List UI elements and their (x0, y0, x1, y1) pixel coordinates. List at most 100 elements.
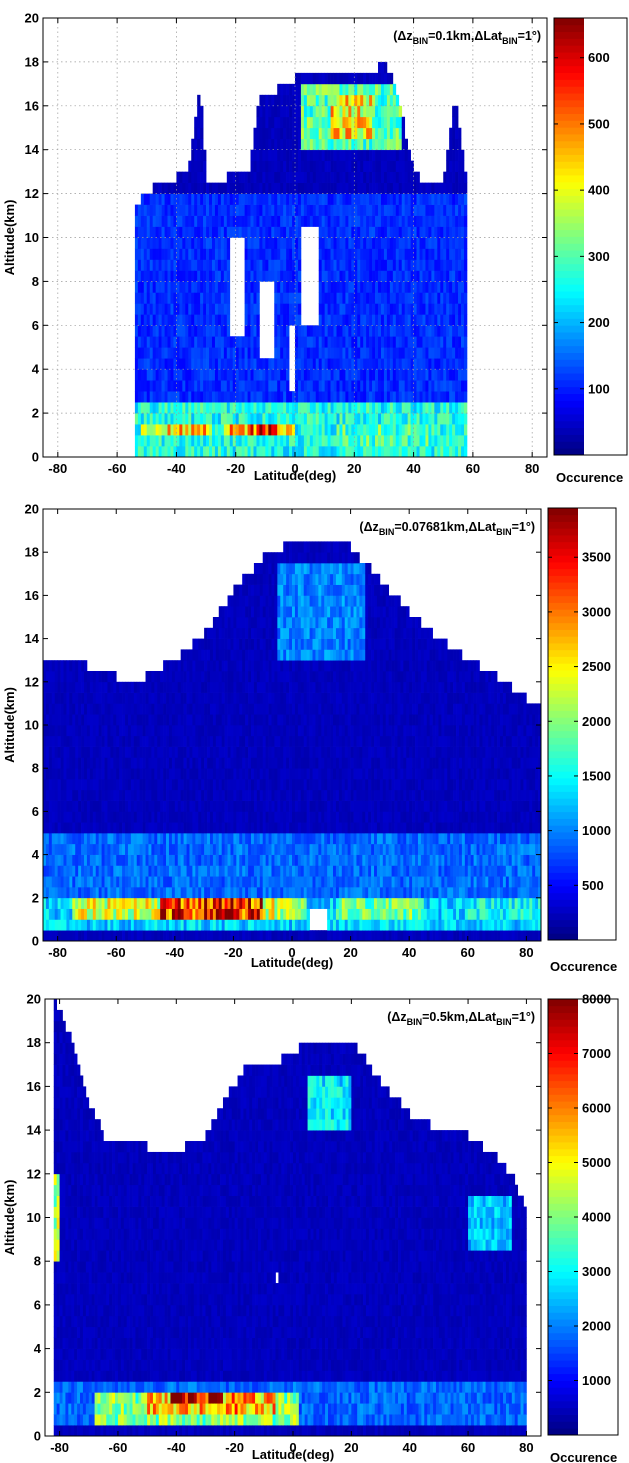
x-tick-label: 60 (466, 461, 480, 476)
chart-panel-1: -80 -60 -40 -20 0 20 40 60 80 0 2 4 6 8 10 12 14 16 18 20 La… (2, 11, 628, 485)
x-tick-label: 0 (291, 461, 298, 476)
x-tick-label: -40 (165, 945, 184, 960)
y-tick-label: 20 (25, 11, 39, 26)
y-tick-label: 16 (25, 98, 39, 113)
heatmap-cells (43, 541, 542, 942)
y-tick-label: 14 (25, 631, 40, 646)
x-tick-label: 20 (344, 1440, 358, 1455)
y-tick-label: 8 (32, 761, 39, 776)
x-tick-label: 20 (343, 945, 357, 960)
colorbar-tick-label: 6000 (582, 1101, 611, 1116)
colorbar-tick-label: 500 (582, 878, 604, 893)
x-tick-label: 80 (519, 945, 533, 960)
colorbar: 1000 2000 3000 4000 5000 6000 7000 8000 (547, 992, 619, 1436)
bin-annotation: (ΔzBIN=0.5km,ΔLatBIN=1°) (387, 1010, 535, 1027)
y-tick-label: 20 (25, 502, 39, 517)
bin-annotation: (ΔzBIN=0.1km,ΔLatBIN=1°) (393, 29, 541, 46)
y-tick-label: 10 (25, 718, 39, 733)
x-tick-label: 40 (406, 461, 420, 476)
x-tick-label: -60 (108, 461, 127, 476)
y-tick-label: 4 (34, 1341, 42, 1356)
y-tick-label: 12 (27, 1166, 41, 1181)
heatmap-cells (134, 61, 468, 458)
x-tick-label: 80 (525, 461, 539, 476)
x-axis-label: Latitude(deg) (251, 955, 333, 970)
colorbar-tick-label: 500 (588, 116, 610, 131)
y-tick-label: 4 (32, 847, 40, 862)
x-tick-label: -60 (107, 945, 126, 960)
colorbar-tick-label: 4000 (582, 1210, 611, 1225)
x-tick-label: 60 (461, 945, 475, 960)
y-axis-label: Altitude(km) (2, 200, 17, 276)
y-axis-label: Altitude(km) (2, 1180, 17, 1256)
colorbar-tick-label: 5000 (582, 1155, 611, 1170)
y-tick-label: 2 (32, 890, 39, 905)
y-tick-label: 10 (25, 230, 39, 245)
colorbar-tick-label: 1000 (582, 823, 611, 838)
y-tick-label: 6 (32, 318, 39, 333)
colorbar-tick-label: 400 (588, 183, 610, 198)
x-tick-label: -60 (109, 1440, 128, 1455)
chart-panel-2: -80 -60 -40 -20 0 20 40 60 80 0 2 4 6 8 10 12 14 16 18 20 La… (2, 502, 617, 975)
colorbar-label: Occurence (550, 959, 617, 974)
x-tick-label: -20 (226, 461, 245, 476)
x-tick-label: 80 (519, 1440, 533, 1455)
x-tick-label: -80 (50, 1440, 69, 1455)
y-tick-label: 16 (25, 588, 39, 603)
colorbar: 500 1000 1500 2000 2500 3000 3500 (547, 507, 617, 941)
colorbar-tick-label: 2500 (582, 659, 611, 674)
y-tick-label: 18 (27, 1035, 41, 1050)
y-axis-label: Altitude(km) (2, 687, 17, 763)
colorbar: 100 200 300 400 500 600 (553, 17, 628, 456)
x-tick-label: -20 (224, 945, 243, 960)
colorbar-tick-label: 200 (588, 315, 610, 330)
y-tick-label: 0 (32, 934, 39, 949)
colorbar-tick-label: 8000 (582, 992, 611, 1007)
colorbar-tick-label: 1500 (582, 768, 611, 783)
x-axis-label: Latitude(deg) (252, 1447, 334, 1462)
colorbar-tick-label: 300 (588, 249, 610, 264)
y-tick-label: 2 (32, 406, 39, 421)
y-tick-label: 4 (32, 362, 40, 377)
y-tick-label: 18 (25, 545, 39, 560)
heatmap-cells (53, 999, 527, 1437)
y-tick-label: 8 (34, 1254, 41, 1269)
y-tick-label: 14 (27, 1123, 42, 1138)
y-tick-label: 8 (32, 274, 39, 289)
y-tick-label: 12 (25, 186, 39, 201)
x-tick-label: -80 (48, 945, 67, 960)
y-tick-label: 18 (25, 54, 39, 69)
bin-annotation: (ΔzBIN=0.07681km,ΔLatBIN=1°) (359, 520, 535, 537)
x-tick-label: -80 (48, 461, 67, 476)
x-tick-label: 0 (288, 945, 295, 960)
colorbar-label: Occurence (556, 470, 623, 485)
x-tick-label: 20 (347, 461, 361, 476)
colorbar-tick-label: 600 (588, 50, 610, 65)
y-tick-label: 0 (32, 450, 39, 465)
x-tick-label: -40 (167, 461, 186, 476)
chart-panel-3: -80 -60 -40 -20 0 20 40 60 80 0 2 4 6 8 10 12 14 16 18 20 La… (2, 992, 619, 1463)
colorbar-tick-label: 3000 (582, 1264, 611, 1279)
y-tick-label: 0 (34, 1429, 41, 1444)
x-tick-label: -40 (167, 1440, 186, 1455)
x-tick-label: 0 (289, 1440, 296, 1455)
x-tick-label: 40 (402, 945, 416, 960)
x-tick-label: 60 (461, 1440, 475, 1455)
y-tick-label: 20 (27, 992, 41, 1007)
y-tick-label: 2 (34, 1385, 41, 1400)
colorbar-tick-label: 3500 (582, 550, 611, 565)
colorbar-tick-label: 2000 (582, 1319, 611, 1334)
y-tick-label: 14 (25, 142, 40, 157)
y-tick-label: 12 (25, 674, 39, 689)
colorbar-tick-label: 7000 (582, 1046, 611, 1061)
colorbar-tick-label: 3000 (582, 604, 611, 619)
y-tick-label: 10 (27, 1210, 41, 1225)
colorbar-label: Occurence (550, 1450, 617, 1463)
colorbar-tick-label: 100 (588, 381, 610, 396)
x-axis-label: Latitude(deg) (254, 468, 336, 483)
x-tick-label: -20 (225, 1440, 244, 1455)
colorbar-tick-label: 2000 (582, 714, 611, 729)
y-tick-label: 16 (27, 1079, 41, 1094)
x-tick-label: 40 (402, 1440, 416, 1455)
